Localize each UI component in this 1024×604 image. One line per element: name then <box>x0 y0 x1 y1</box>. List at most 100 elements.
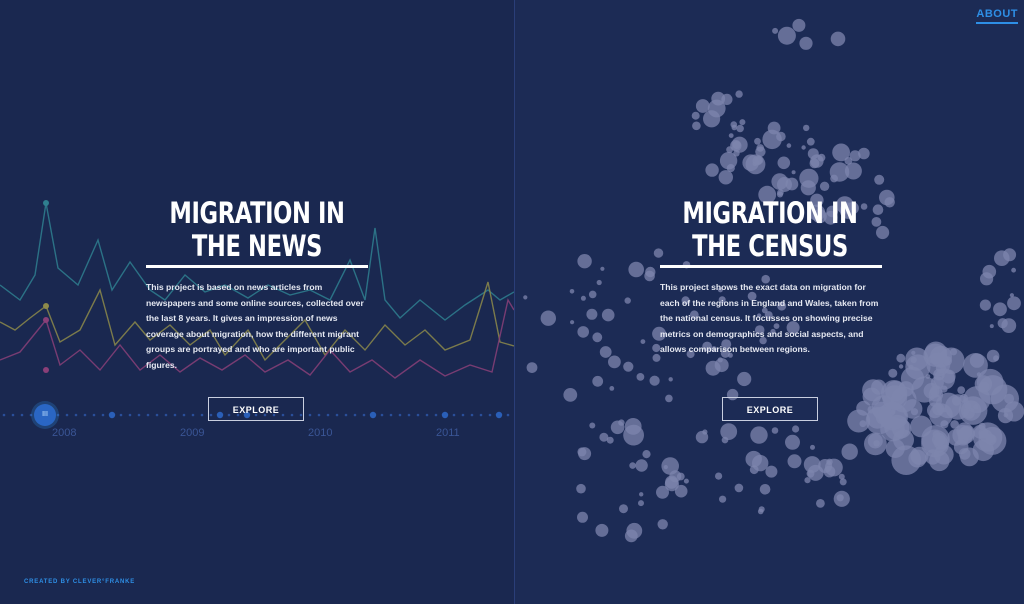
census-region-bubble <box>785 434 800 450</box>
timeline-handle[interactable]: III <box>34 404 56 426</box>
census-region-bubble <box>600 266 605 271</box>
census-region-bubble <box>1003 248 1017 262</box>
census-region-bubble <box>739 119 746 126</box>
timeline-year-2009[interactable]: 2009 <box>180 427 205 439</box>
census-region-bubble <box>1011 267 1016 273</box>
census-region-bubble <box>589 422 596 429</box>
census-region-bubble <box>752 454 769 472</box>
census-region-bubble <box>570 320 575 325</box>
census-title-line2: THE CENSUS <box>692 229 848 263</box>
census-region-bubble <box>772 27 779 34</box>
timeline-tick <box>209 413 213 417</box>
census-region-bubble <box>819 181 830 191</box>
census-region-bubble <box>957 386 966 394</box>
census-region-bubble <box>771 173 788 190</box>
census-region-bubble <box>752 155 763 166</box>
census-region-bubble <box>608 355 621 369</box>
census-title-line1: MIGRATION IN <box>682 196 858 230</box>
census-region-bubble <box>757 508 764 515</box>
census-region-bubble <box>935 392 962 419</box>
census-region-bubble <box>910 446 929 465</box>
census-region-bubble <box>737 371 752 387</box>
timeline-tick <box>29 413 33 417</box>
census-region-bubble <box>664 477 679 492</box>
census-region-bubble <box>980 272 994 286</box>
census-region-bubble <box>689 310 699 320</box>
census-region-bubble <box>695 99 710 113</box>
timeline-year-2008[interactable]: 2008 <box>52 427 77 439</box>
census-region-bubble <box>792 18 806 32</box>
census-region-bubble <box>910 408 919 416</box>
census-region-bubble <box>810 154 824 168</box>
census-region-bubble <box>596 279 602 286</box>
census-region-bubble <box>818 459 833 473</box>
census-region-bubble <box>645 266 656 278</box>
census-region-bubble <box>935 363 946 374</box>
timeline-tick <box>227 413 231 417</box>
census-region-bubble <box>718 296 726 304</box>
census-region-bubble <box>721 339 732 350</box>
credit-link[interactable]: CREATED BY CLEVER°FRANKE <box>24 579 136 585</box>
census-region-bubble <box>898 364 904 369</box>
timeline-tick <box>128 413 132 417</box>
census-region-bubble <box>989 324 994 329</box>
census-region-bubble <box>838 473 845 480</box>
census-region-bubble <box>979 299 991 311</box>
census-region-bubble <box>653 248 664 258</box>
timeline-tick <box>272 413 276 417</box>
census-region-bubble <box>932 432 946 447</box>
census-region-bubble <box>609 386 615 391</box>
census-region-bubble <box>953 439 969 455</box>
census-region-bubble <box>624 418 642 435</box>
census-region-bubble <box>862 387 881 406</box>
timeline-year-2011[interactable]: 2011 <box>436 427 460 439</box>
census-region-bubble <box>681 296 690 305</box>
census-region-bubble <box>711 346 717 352</box>
census-region-bubble <box>890 409 896 415</box>
census-region-bubble <box>1009 293 1014 298</box>
census-region-bubble <box>756 313 762 318</box>
about-link[interactable]: ABOUT <box>976 8 1018 24</box>
census-region-bubble <box>668 377 673 382</box>
census-region-bubble <box>816 499 825 508</box>
census-region-bubble <box>761 274 770 284</box>
census-region-bubble <box>730 139 742 152</box>
census-region-bubble <box>978 375 1008 405</box>
census-explore-button[interactable]: EXPLORE <box>722 397 818 421</box>
census-region-bubble <box>747 291 757 301</box>
census-region-bubble <box>577 254 592 269</box>
census-region-bubble <box>652 353 661 362</box>
timeline-tick <box>83 413 87 417</box>
news-explore-button[interactable]: EXPLORE <box>208 397 304 421</box>
timeline-tick <box>416 413 420 417</box>
census-region-bubble <box>791 170 796 175</box>
census-region-bubble <box>801 145 806 150</box>
timeline-tick <box>488 413 492 417</box>
census-region-bubble <box>871 217 882 227</box>
census-region-bubble <box>754 325 765 335</box>
timeline-tick <box>362 413 366 417</box>
timeline-tick <box>164 413 168 417</box>
timeline-year-2010[interactable]: 2010 <box>308 427 333 439</box>
census-region-bubble <box>764 311 773 320</box>
census-region-bubble <box>692 121 701 131</box>
timeline-tick <box>11 413 15 417</box>
timeline-tick <box>326 413 330 417</box>
census-bubble-map <box>523 18 1024 543</box>
census-region-bubble <box>879 189 895 206</box>
census-region-bubble <box>736 124 744 133</box>
timeline-tick <box>344 413 348 417</box>
census-region-bubble <box>599 346 612 358</box>
timeline-tick <box>353 413 357 417</box>
census-region-bubble <box>636 373 645 381</box>
census-region-bubble <box>586 308 598 320</box>
census-region-bubble <box>806 137 815 146</box>
news-line-chart <box>0 200 514 419</box>
census-region-bubble <box>665 394 673 403</box>
census-region-bubble <box>726 164 735 173</box>
census-region-bubble <box>657 519 668 530</box>
news-title-rule <box>146 265 368 268</box>
census-region-bubble <box>940 385 948 393</box>
census-region-bubble <box>754 137 761 145</box>
timeline-tick <box>155 413 159 417</box>
